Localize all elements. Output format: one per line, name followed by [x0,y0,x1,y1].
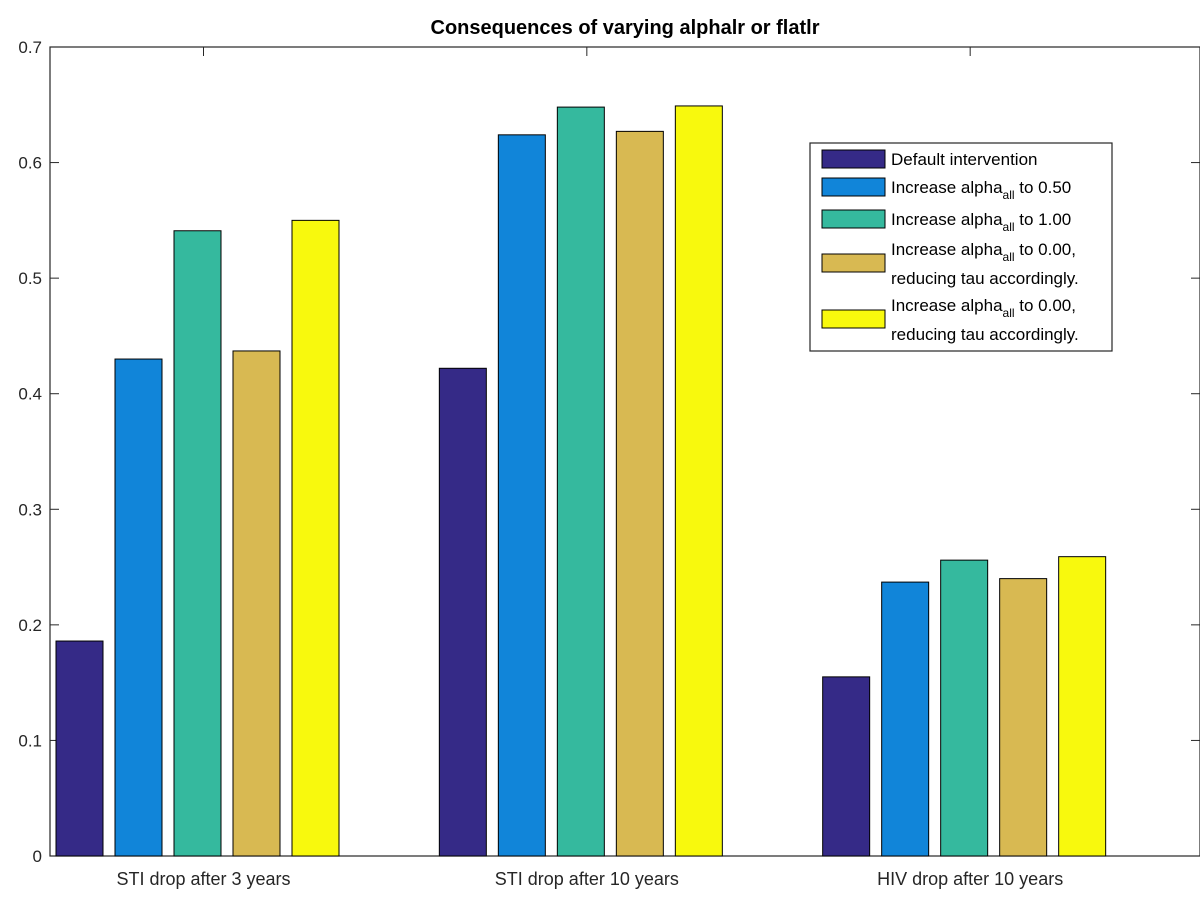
bar [291,219,340,857]
bar [556,106,605,857]
legend-item: Increase alphaall to 0.00, reducing tau a… [821,296,1079,344]
bar [497,134,546,857]
bars-group [55,105,1107,857]
legend-swatch [821,177,886,197]
legend-label-line2: reducing tau accordingly. [891,325,1079,344]
legend-label-subscript: all [1003,306,1015,320]
legend-item: Increase alphaall to 1.00 [821,209,1071,234]
legend-label-suffix: to 0.00, [1015,240,1076,259]
bar [173,230,222,857]
legend-label-subscript: all [1003,250,1015,264]
legend-label: Increase alphaall to 0.00, [891,240,1076,264]
bar [1058,556,1107,857]
legend-label: Increase alphaall to 0.00, [891,296,1076,320]
bar [822,676,871,857]
x-tick-label: HIV drop after 10 years [877,869,1063,889]
bar [881,581,930,857]
legend-label-line2: reducing tau accordingly. [891,269,1079,288]
legend-label-suffix: to 0.50 [1015,178,1072,197]
y-tick-label: 0.3 [18,500,42,519]
chart-title: Consequences of varying alphalr or flatl… [431,17,820,39]
y-tick-label: 0.5 [18,269,42,288]
legend-swatch [821,149,886,169]
legend-label: Default intervention [891,150,1037,169]
axis-labels: 0 0.1 0.2 0.3 0.4 0.5 0.6 0.7 STI drop after 3 y… [18,38,1063,889]
legend-label-main: Increase alpha [891,296,1003,315]
legend-label-subscript: all [1003,188,1015,202]
y-tick-label: 0.7 [18,38,42,57]
legend-item: Increase alphaall to 0.00, reducing tau a… [821,240,1079,288]
bar [615,130,664,857]
bar [674,105,723,857]
legend-label-suffix: to 1.00 [1015,210,1072,229]
legend-label: Increase alphaall to 0.50 [891,178,1071,202]
legend-label-suffix: to 0.00, [1015,296,1076,315]
bar [55,640,104,857]
y-tick-label: 0.1 [18,731,42,750]
legend-swatch [821,209,886,229]
legend-label-main: Increase alpha [891,178,1003,197]
y-tick-label: 0.2 [18,616,42,635]
legend-label-subscript: all [1003,220,1015,234]
legend-swatch [821,253,886,273]
legend-swatch [821,309,886,329]
legend-item: Increase alphaall to 0.50 [821,177,1071,202]
bar [114,358,163,857]
bar [438,367,487,857]
y-tick-label: 0 [33,847,42,866]
legend-label-main: Increase alpha [891,240,1003,259]
y-tick-label: 0.4 [18,385,42,404]
bar [232,350,281,857]
legend-label-main: Default intervention [891,150,1037,169]
bar [940,559,989,857]
legend-label-main: Increase alpha [891,210,1003,229]
x-tick-label: STI drop after 10 years [495,869,679,889]
legend-label: Increase alphaall to 1.00 [891,210,1071,234]
bar [999,578,1048,857]
x-tick-label: STI drop after 3 years [116,869,290,889]
y-tick-label: 0.6 [18,154,42,173]
legend-item: Default intervention [821,149,1037,169]
